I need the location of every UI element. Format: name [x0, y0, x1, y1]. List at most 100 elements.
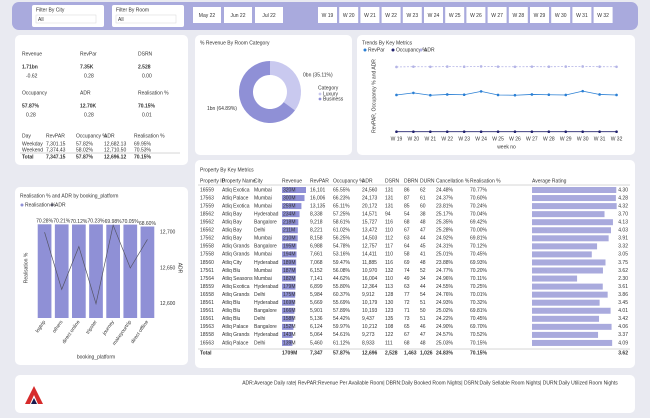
week-button[interactable] [487, 7, 507, 23]
table-total: 1,026 [420, 350, 433, 356]
table-cell: Atliq Bay [222, 228, 242, 234]
revenue-bar [282, 195, 305, 202]
table-cell: 16,006 [310, 195, 326, 201]
table-cell: 132 [385, 268, 394, 274]
day-total: 12,696.12 [104, 154, 126, 160]
table-cell: 13,472 [362, 228, 378, 234]
week-button[interactable] [381, 7, 401, 23]
rating-bar [532, 275, 578, 282]
chart-title: Trends By Key Metrics [362, 40, 413, 46]
x-tick-label: W 26 [509, 136, 521, 142]
week-button[interactable] [530, 7, 549, 23]
week-label: W 23 [406, 13, 418, 19]
table-cell: 6,152 [310, 268, 323, 274]
week-label: W 30 [555, 13, 567, 19]
table-cell: 3.45 [618, 300, 628, 306]
data-label: 70.28% [36, 219, 54, 225]
legend-swatch [391, 48, 395, 52]
table-cell: Atliq Seasons [222, 276, 253, 282]
panel [15, 35, 188, 165]
week-button[interactable] [402, 7, 422, 23]
table-cell: 175M [283, 292, 296, 298]
table-cell: 49 [404, 276, 410, 282]
table-cell: 4.28 [618, 195, 628, 201]
table-cell: 56.25% [333, 236, 351, 242]
point [598, 93, 601, 96]
table-total: 1,463 [404, 350, 417, 356]
table-cell: 3.70 [618, 211, 628, 217]
week-button[interactable] [593, 7, 613, 23]
table-cell: 111 [385, 340, 393, 346]
bar [123, 224, 138, 318]
point [581, 130, 584, 133]
kpi-value: 12.70K [80, 103, 97, 109]
table-cell: 16,101 [310, 187, 326, 193]
rating-bar [532, 251, 592, 258]
week-button[interactable] [318, 7, 337, 23]
point [513, 130, 517, 134]
table-header: DURN [420, 178, 435, 184]
week-button[interactable] [551, 7, 571, 23]
revenue-bar [282, 259, 297, 266]
table-cell: 7,141 [310, 276, 323, 282]
point [581, 89, 584, 93]
x-tick-label: W 29 [560, 136, 572, 142]
table-cell: 19558 [200, 244, 214, 250]
week-button[interactable] [445, 7, 465, 23]
table-cell: 67 [404, 228, 410, 234]
rating-bar [532, 307, 611, 314]
table-cell: 13,135 [310, 203, 326, 209]
table-cell: 131 [385, 195, 394, 201]
y-axis-label: RevPAR, Occupancy % and ADR [371, 59, 377, 133]
table-cell: 51 [420, 300, 426, 306]
rating-bar [532, 323, 612, 330]
table-cell: Delhi [254, 316, 265, 322]
table-cell: 61 [420, 195, 426, 201]
table-cell: 70.01% [470, 292, 488, 298]
week-button[interactable] [339, 7, 359, 23]
day-cell: Weekday [22, 141, 43, 147]
revenue-bar [282, 211, 300, 218]
table-cell: 18560 [200, 260, 214, 266]
table-cell: 24,560 [362, 187, 378, 193]
table-cell: 18558 [200, 332, 214, 338]
rating-bar [532, 291, 608, 298]
table-cell: 12,757 [362, 244, 378, 250]
week-label: W 22 [385, 13, 397, 19]
point [412, 130, 415, 133]
week-button[interactable] [508, 7, 528, 23]
table-cell: 61.12% [333, 340, 351, 346]
rating-bar [532, 283, 603, 290]
table-header: ADR [362, 178, 373, 184]
table-cell: 24.22% [436, 316, 454, 322]
dropdown[interactable] [35, 14, 97, 24]
table-cell: 23.81% [436, 203, 454, 209]
table-cell: Delhi [254, 228, 265, 234]
point [479, 90, 483, 93]
table-cell: 25.01% [436, 252, 454, 258]
data-label: 70.23% [88, 219, 106, 225]
table-cell: 10,970 [362, 268, 378, 274]
dropdown[interactable] [115, 14, 177, 24]
kpi-label: Occupancy [22, 90, 48, 96]
table-cell: 48 [420, 220, 426, 226]
x-tick-label: W 25 [492, 136, 504, 142]
day-header: Realisation % [134, 133, 165, 139]
day-cell: 69.95% [134, 141, 152, 147]
table-cell: 54 [404, 211, 410, 217]
month-button[interactable] [255, 7, 283, 23]
table-cell: 38 [420, 211, 426, 217]
rating-bar [532, 187, 617, 193]
day-cell: 12,710.50 [104, 147, 126, 153]
month-button[interactable] [193, 7, 221, 23]
week-button[interactable] [360, 7, 380, 23]
week-button[interactable] [572, 7, 592, 23]
week-label: W 20 [343, 13, 355, 19]
week-button[interactable] [466, 7, 486, 23]
week-button[interactable] [424, 7, 443, 23]
month-button[interactable] [224, 7, 252, 23]
point [462, 130, 466, 134]
table-cell: Delhi [254, 340, 265, 346]
table-cell: 70.00% [470, 228, 488, 234]
revenue-bar [282, 323, 294, 330]
